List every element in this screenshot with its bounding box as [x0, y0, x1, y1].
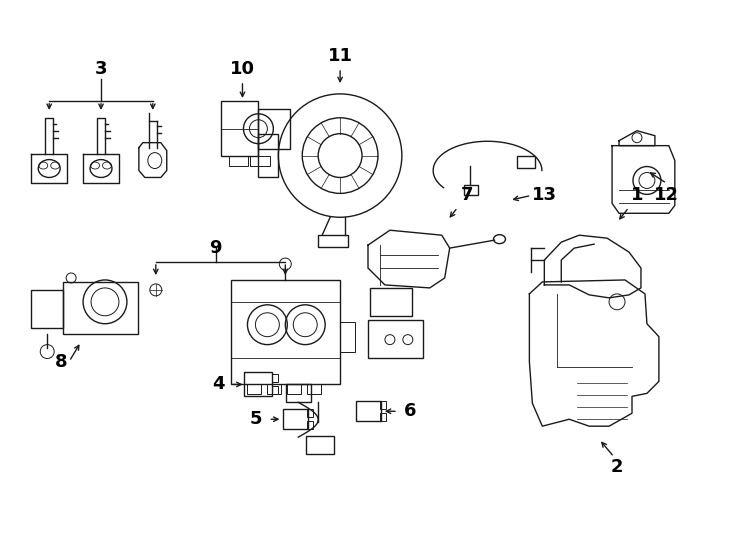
Bar — [370, 288, 412, 316]
Bar — [250, 156, 270, 166]
Text: 6: 6 — [404, 402, 416, 420]
Bar — [306, 436, 334, 454]
Bar — [283, 409, 308, 429]
Text: 12: 12 — [654, 186, 680, 204]
Text: 4: 4 — [212, 375, 225, 394]
Bar — [340, 322, 355, 352]
Text: 8: 8 — [55, 353, 68, 370]
Text: 10: 10 — [230, 60, 255, 78]
Bar — [287, 384, 301, 394]
Bar — [220, 101, 258, 156]
Bar — [517, 156, 535, 167]
Bar — [63, 282, 138, 334]
Bar — [258, 109, 290, 148]
Text: 9: 9 — [209, 239, 222, 257]
Bar — [32, 290, 63, 328]
Text: 3: 3 — [95, 60, 107, 78]
Bar — [308, 421, 313, 429]
Bar — [230, 280, 340, 384]
Bar — [286, 384, 311, 402]
Text: 2: 2 — [611, 458, 623, 476]
Bar — [308, 384, 321, 394]
Bar — [247, 384, 261, 394]
Bar — [244, 373, 272, 396]
Bar — [380, 401, 386, 409]
Bar — [258, 134, 278, 178]
Bar — [318, 235, 348, 247]
Text: 7: 7 — [460, 186, 473, 204]
Bar — [380, 413, 386, 421]
Bar — [228, 156, 248, 166]
Text: 5: 5 — [249, 410, 262, 428]
Bar — [272, 374, 278, 382]
Bar — [356, 401, 381, 421]
Text: 1: 1 — [631, 186, 643, 204]
Bar — [267, 384, 281, 394]
Text: 11: 11 — [327, 47, 352, 65]
Text: 13: 13 — [532, 186, 557, 204]
Bar — [368, 320, 423, 357]
Bar — [308, 409, 313, 417]
Bar — [464, 185, 478, 195]
Bar — [272, 387, 278, 394]
